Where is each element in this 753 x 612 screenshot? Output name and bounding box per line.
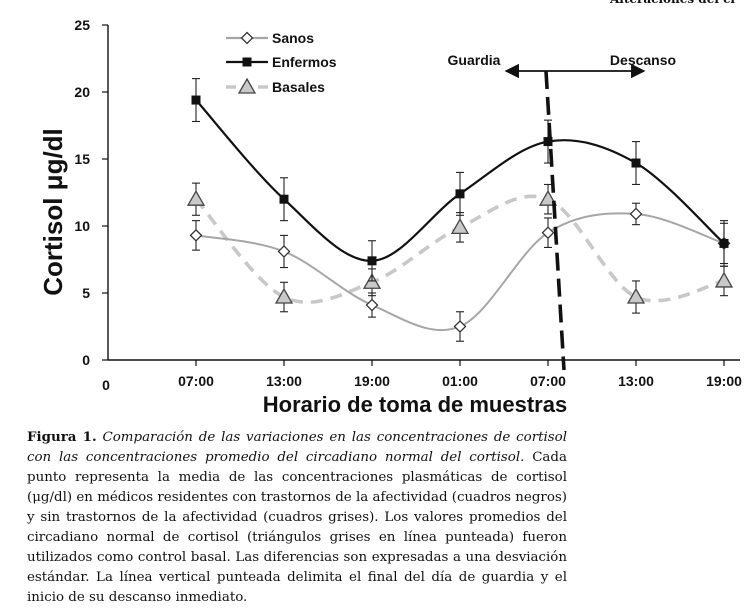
x-tick-label: 13:00 xyxy=(266,373,302,389)
y-tick-label: 20 xyxy=(74,84,90,100)
legend-label-enfermos: Enfermos xyxy=(272,54,337,70)
x-tick-label: 19:00 xyxy=(354,373,390,389)
legend-marker-sanos xyxy=(240,31,254,45)
data-point-enfermos xyxy=(455,189,465,199)
data-point-basales xyxy=(714,271,734,288)
y-tick-label: 15 xyxy=(74,151,90,167)
data-point-enfermos xyxy=(631,158,641,168)
legend-group: Sanos Enfermos Basales xyxy=(226,30,337,95)
legend-item-sanos: Sanos xyxy=(226,30,314,46)
data-point-sanos xyxy=(189,228,203,242)
data-point-basales xyxy=(538,189,558,206)
legend-marker-basales xyxy=(237,77,257,94)
legend-item-basales: Basales xyxy=(226,77,325,95)
y-tick-label: 0 xyxy=(82,352,90,368)
y-tick-label: 5 xyxy=(82,285,90,301)
data-point-enfermos xyxy=(719,238,729,248)
data-point-basales xyxy=(186,189,206,206)
data-point-enfermos xyxy=(543,137,553,147)
x-tick-label: 07:00 xyxy=(178,373,214,389)
figure-caption: Figura 1. Comparación de las variaciones… xyxy=(27,427,567,608)
guardia-label: Guardia xyxy=(448,52,501,68)
data-point-sanos xyxy=(541,226,555,240)
y-tick-label: 10 xyxy=(74,218,90,234)
x-tick-label: 07:00 xyxy=(530,373,566,389)
chart-svg: 0 5 10 15 20 25 0 07:00 13:00 19:00 01:00 07:00 13:0… xyxy=(38,17,742,417)
data-point-basales xyxy=(274,287,294,304)
data-point-basales xyxy=(450,218,470,234)
x-tick-label: 13:00 xyxy=(618,373,654,389)
guard-divider-line xyxy=(544,70,566,371)
legend-item-enfermos: Enfermos xyxy=(226,54,337,70)
page-header-fragment: Alteraciones del ci xyxy=(610,0,753,8)
data-point-sanos xyxy=(365,298,379,312)
data-point-sanos xyxy=(277,245,291,258)
data-point-basales xyxy=(626,287,646,304)
data-point-enfermos xyxy=(279,194,289,204)
x-tick-label: 01:00 xyxy=(442,373,478,389)
x-origin-label: 0 xyxy=(102,377,110,393)
descanso-label: Descanso xyxy=(610,52,676,68)
caption-body-text: Cada punto representa la media de las co… xyxy=(27,450,567,605)
x-axis-title: Horario de toma de muestras xyxy=(263,392,567,417)
series-enfermos xyxy=(191,78,729,282)
x-tick-label: 19:00 xyxy=(706,373,742,389)
caption-label: Figura 1. xyxy=(27,429,97,445)
cortisol-chart: 0 5 10 15 20 25 0 07:00 13:00 19:00 01:00 07:00 13:0… xyxy=(38,17,742,417)
annotation-group: Guardia Descanso xyxy=(448,52,676,371)
series-group xyxy=(186,78,734,342)
data-point-enfermos xyxy=(367,256,377,266)
caption-italic-text: Comparación de las variaciones en las co… xyxy=(27,430,567,465)
data-point-sanos xyxy=(629,207,643,221)
legend-label-sanos: Sanos xyxy=(272,30,314,46)
data-point-sanos xyxy=(453,320,467,333)
data-point-enfermos xyxy=(191,95,201,105)
legend-marker-enfermos xyxy=(242,57,252,67)
axes-group: 0 5 10 15 20 25 0 07:00 13:00 19:00 01:00 07:00 13:0… xyxy=(74,17,742,393)
legend-label-basales: Basales xyxy=(272,79,325,95)
y-tick-label: 25 xyxy=(74,17,90,33)
y-axis-title: Cortisol μg/dl xyxy=(38,128,68,296)
